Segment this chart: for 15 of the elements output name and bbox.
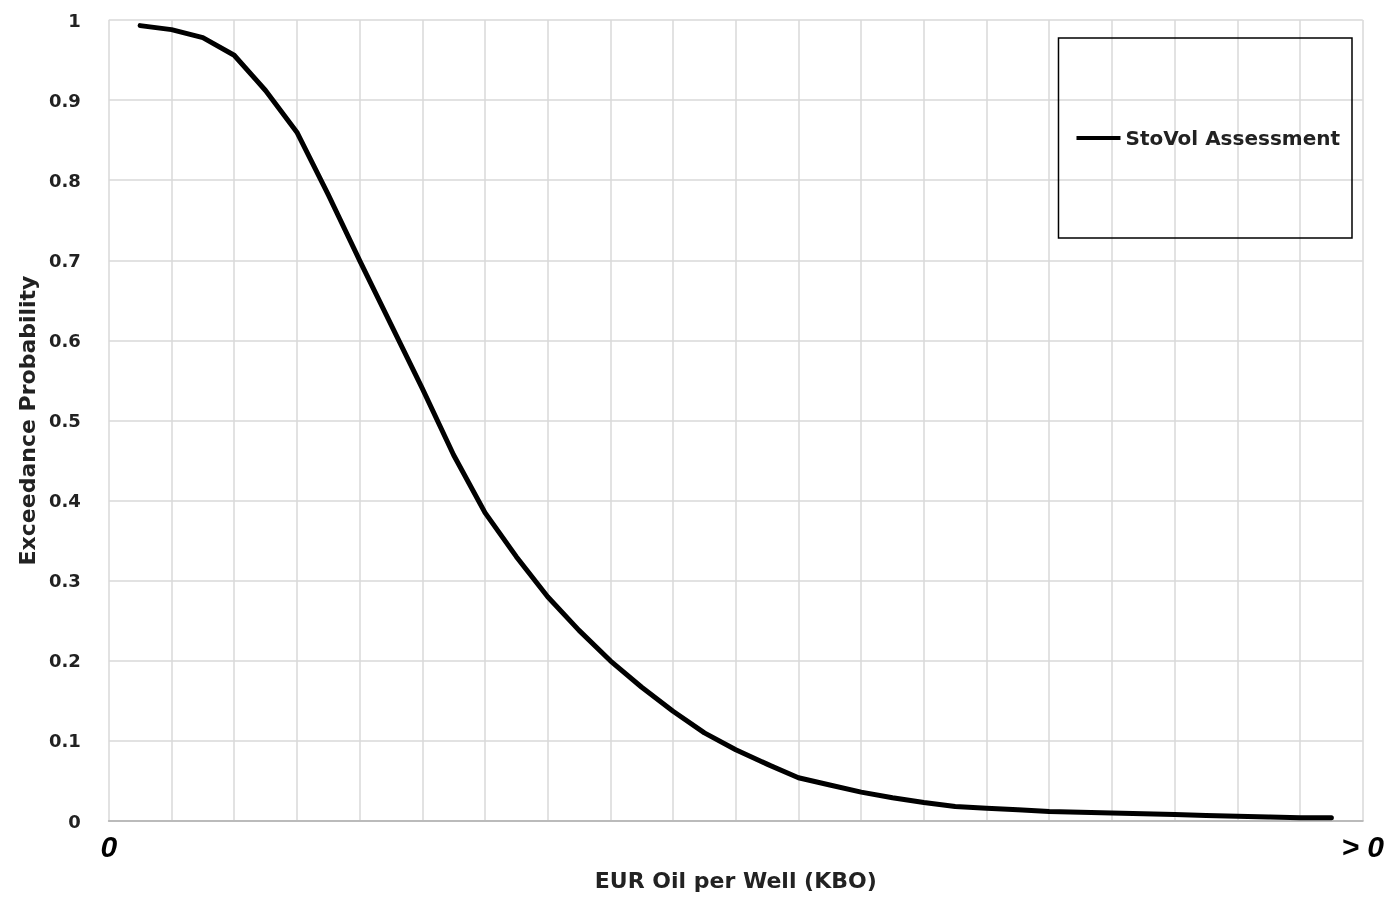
x-tick-label: > 0: [1341, 829, 1385, 863]
y-tick-label: 0.3: [48, 570, 81, 592]
y-axis-title: Exceedance Probability: [14, 275, 40, 566]
x-axis-title: EUR Oil per Well (KBO): [594, 867, 877, 893]
legend-label: StoVol Assessment: [1125, 126, 1341, 150]
y-tick-label: 0.7: [48, 249, 81, 271]
y-tick-label: 0.8: [48, 169, 81, 191]
y-tick-label: 0.2: [48, 650, 81, 672]
y-tick-label: 0: [68, 810, 81, 832]
y-tick-label: 0.6: [48, 329, 81, 351]
y-tick-label: 0.1: [48, 730, 81, 752]
y-tick-label: 0.9: [48, 89, 81, 111]
y-tick-label: 0.5: [48, 410, 81, 431]
y-tick-label: 0.4: [48, 490, 81, 512]
y-tick-label: 1: [68, 9, 81, 31]
